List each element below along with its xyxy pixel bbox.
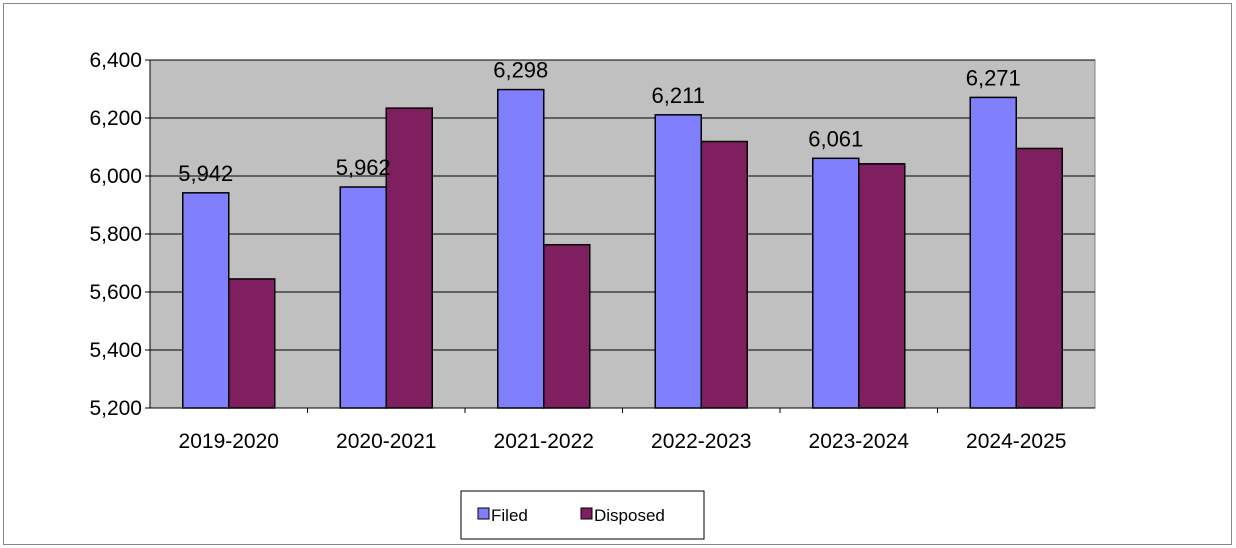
legend-label-filed: Filed (491, 506, 528, 525)
y-tick-label: 5,800 (89, 223, 142, 246)
legend-swatch-disposed (580, 507, 593, 520)
data-labels: 5,942 5,962 6,298 6,211 6,061 6,271 (178, 58, 1021, 186)
bar-filed (182, 192, 230, 409)
y-axis-ticks: 5,200 5,400 5,600 5,800 6,000 6,200 6,400 (89, 49, 150, 420)
bar-disposed (700, 140, 748, 409)
y-tick-label: 5,200 (89, 397, 142, 420)
bars (182, 88, 1063, 409)
y-tick-label: 5,600 (89, 281, 142, 304)
bar-filed (497, 88, 545, 409)
bar-disposed (1015, 147, 1063, 409)
bar-filed (339, 186, 387, 409)
data-label: 6,298 (493, 58, 548, 83)
data-label: 5,942 (178, 161, 233, 186)
x-tick-label: 2020-2021 (336, 430, 436, 453)
y-tick-label: 6,200 (89, 107, 142, 130)
bar-disposed (543, 243, 591, 409)
bar-disposed (228, 278, 276, 409)
legend-swatch-filed (477, 507, 490, 520)
y-tick-label: 5,400 (89, 339, 142, 362)
data-label: 6,271 (966, 65, 1021, 90)
bar-filed (654, 114, 702, 409)
x-tick-label: 2019-2020 (179, 430, 279, 453)
gridlines (150, 59, 1095, 351)
legend-label-disposed: Disposed (594, 506, 665, 525)
x-tick-label: 2021-2022 (494, 430, 594, 453)
bar-filed (969, 96, 1017, 409)
bar-filed (812, 157, 860, 409)
x-tick-label: 2024-2025 (966, 430, 1066, 453)
y-tick-label: 6,400 (89, 49, 142, 72)
data-label: 5,962 (336, 155, 391, 180)
bar-disposed (385, 107, 433, 409)
x-tick-label: 2022-2023 (651, 430, 751, 453)
data-label: 6,061 (808, 126, 863, 151)
x-axis-ticks: 2019-2020 2020-2021 2021-2022 2022-2023 2023… (179, 408, 1066, 453)
x-tick-label: 2023-2024 (809, 430, 910, 453)
data-label: 6,211 (652, 83, 705, 108)
bar-disposed (858, 163, 906, 409)
y-tick-label: 6,000 (89, 165, 142, 188)
legend: Filed Disposed (460, 490, 705, 540)
